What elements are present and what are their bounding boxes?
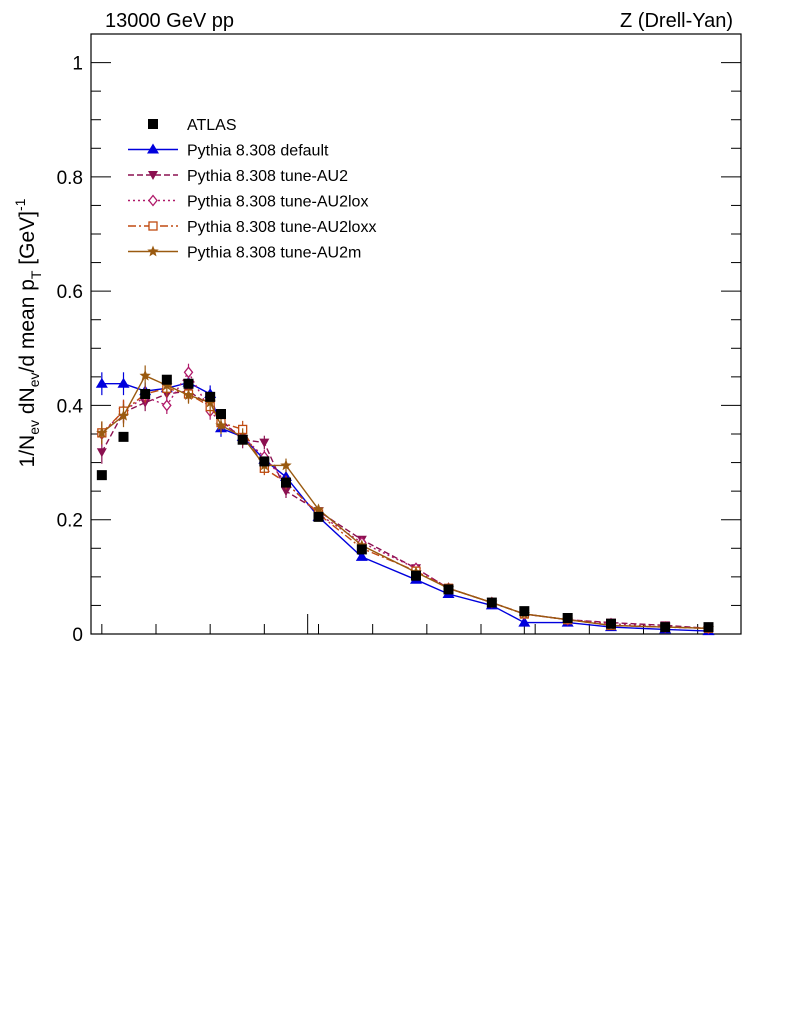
- series-1: [95, 372, 715, 636]
- data-point: [280, 459, 292, 471]
- data-point: [162, 399, 172, 412]
- data-point: [313, 511, 324, 522]
- y-axis-label-sub2: ev: [26, 372, 42, 387]
- data-point: [518, 616, 531, 627]
- data-point: [183, 378, 194, 389]
- data-point: [312, 503, 325, 515]
- data-point: [117, 377, 130, 388]
- y-axis-label-sup: -1: [12, 198, 28, 211]
- data-point: [486, 597, 497, 608]
- data-point: [117, 409, 130, 421]
- data-point: [703, 622, 714, 633]
- y-axis-label-mid1: dN: [16, 387, 39, 420]
- y-axis-label: 1/Nev dNev/d mean pT [GeV]-1: [12, 198, 44, 467]
- data-point: [259, 456, 270, 467]
- data-point: [237, 434, 248, 445]
- legend-entry-0: ATLAS: [148, 117, 237, 134]
- data-point: [204, 396, 216, 408]
- data-point: [205, 391, 216, 402]
- title-left: 13000 GeV pp: [105, 10, 234, 32]
- legend-marker: [147, 245, 159, 257]
- data-point: [356, 544, 367, 555]
- data-point: [95, 377, 108, 388]
- y-tick-label: 1: [72, 54, 83, 75]
- series-5: [96, 365, 715, 634]
- plot-frame: [90, 33, 742, 635]
- data-point: [411, 570, 421, 581]
- legend-label: ATLAS: [187, 117, 237, 134]
- series-line: [101, 390, 709, 629]
- title-right: Z (Drell-Yan): [620, 10, 733, 32]
- data-point: [161, 374, 172, 385]
- legend-label: Pythia 8.308 tune-AU2: [187, 168, 348, 185]
- y-tick-label: 0: [72, 625, 83, 646]
- legend-entry-4: Pythia 8.308 tune-AU2loxx: [128, 219, 376, 236]
- legend-label: Pythia 8.308 default: [187, 143, 329, 160]
- legend-entry-1: Pythia 8.308 default: [128, 143, 329, 160]
- series-0: [96, 374, 714, 633]
- data-point: [660, 622, 671, 633]
- series-3: [97, 363, 714, 635]
- y-tick-label: 0.4: [57, 396, 84, 417]
- y-axis-label-pre: 1/N: [16, 435, 39, 468]
- data-point: [562, 613, 573, 623]
- legend-label: Pythia 8.308 tune-AU2m: [187, 245, 361, 262]
- series-line: [101, 370, 709, 629]
- data-point: [183, 366, 194, 379]
- legend-marker: [148, 119, 158, 129]
- series-layer: [95, 363, 715, 636]
- data-point: [259, 438, 270, 448]
- legend-entry-3: Pythia 8.308 tune-AU2lox: [128, 194, 368, 211]
- data-point: [96, 426, 108, 438]
- series-line: [101, 374, 709, 629]
- series-line: [101, 387, 709, 629]
- y-tick-label: 0.2: [57, 511, 83, 532]
- plot-frame-rect: [90, 33, 742, 635]
- legend-label: Pythia 8.308 tune-AU2loxx: [187, 219, 376, 236]
- data-point: [519, 606, 530, 617]
- y-axis-label-mid2: /d mean p: [16, 279, 39, 372]
- data-point: [96, 470, 107, 481]
- data-point: [443, 584, 454, 595]
- data-point: [355, 550, 368, 561]
- y-axis-label-sub3: T: [28, 270, 44, 279]
- legend-entry-5: Pythia 8.308 tune-AU2m: [128, 245, 361, 262]
- data-point: [281, 487, 291, 497]
- legend: ATLAS Pythia 8.308 default Pythia 8.308 tu…: [128, 117, 376, 262]
- y-tick-label: 0.6: [57, 282, 83, 303]
- legend-marker: [148, 221, 158, 231]
- data-point: [140, 389, 151, 399]
- legend-entry-2: Pythia 8.308 tune-AU2: [128, 168, 348, 185]
- legend-marker: [147, 143, 159, 154]
- data-point: [215, 419, 227, 431]
- data-point: [216, 409, 226, 419]
- data-point: [118, 431, 129, 442]
- data-point: [281, 477, 291, 488]
- series-line: [101, 381, 709, 632]
- legend-label: Pythia 8.308 tune-AU2lox: [187, 194, 368, 211]
- y-tick-label: 0.8: [57, 168, 83, 189]
- data-point: [182, 389, 195, 400]
- y-axis-label-mid3: [GeV]: [16, 211, 39, 271]
- series-2: [96, 382, 714, 634]
- y-axis-label-sub1: ev: [26, 420, 42, 435]
- legend-marker: [148, 194, 158, 207]
- axis-ticks: 0 0.2 0.4 0.6 0.8 1: [57, 33, 742, 646]
- data-point: [606, 618, 616, 629]
- data-point: [161, 379, 173, 391]
- data-point: [96, 448, 107, 458]
- series-4: [97, 379, 714, 633]
- legend-marker: [148, 171, 158, 180]
- data-point: [139, 369, 151, 381]
